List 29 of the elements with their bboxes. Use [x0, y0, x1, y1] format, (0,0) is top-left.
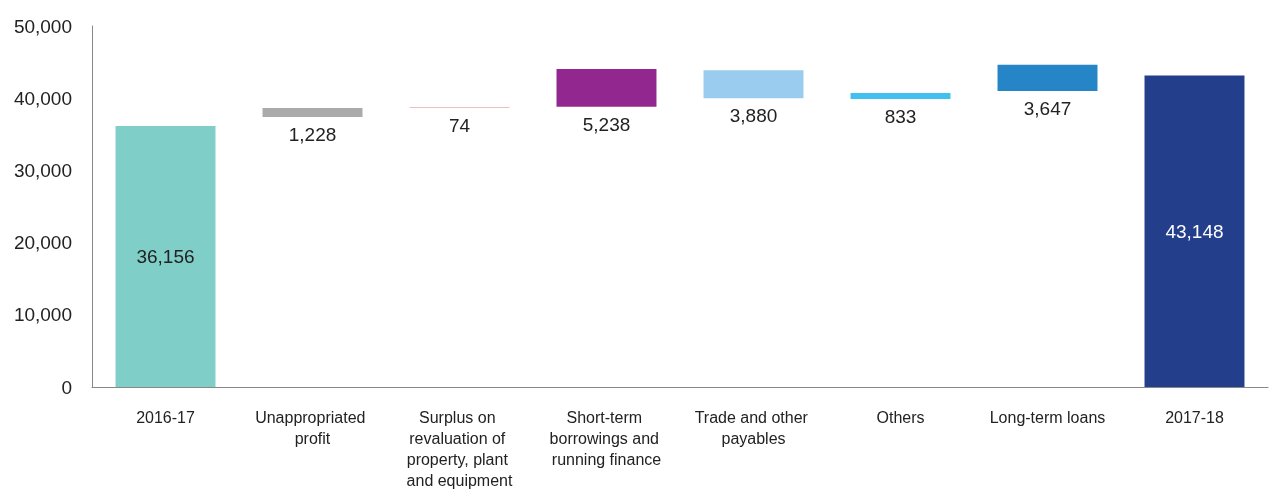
- bar: [850, 92, 951, 99]
- y-tick-label: 20,000: [13, 232, 72, 254]
- x-tick-label: 2017-18: [1165, 409, 1224, 426]
- x-tick-label: Others: [876, 409, 925, 426]
- x-tick-label: Surplus on revaluation of property, plant and equipment: [406, 409, 513, 489]
- y-tick-label: 0: [61, 376, 72, 398]
- x-tick-label: Unappropriated profit: [255, 409, 370, 447]
- bar: [703, 70, 804, 99]
- data-label: 1,228: [288, 123, 337, 145]
- data-label: 833: [884, 105, 917, 127]
- bar: [1144, 75, 1245, 387]
- data-label: 36,156: [136, 245, 195, 267]
- data-label: 43,148: [1165, 220, 1224, 242]
- y-tick-label: 10,000: [13, 304, 72, 326]
- x-tick-label: 2016-17: [136, 409, 195, 426]
- bar: [262, 108, 363, 117]
- x-tick-label: Long-term loans: [989, 409, 1106, 426]
- bar: [115, 125, 216, 387]
- x-tick-label: Trade and other payables: [694, 409, 813, 447]
- data-label: 74: [448, 114, 471, 136]
- x-tick-label: Short-term borrowings and running finance: [549, 409, 664, 468]
- bar: [997, 64, 1098, 91]
- y-tick-label: 30,000: [13, 159, 72, 181]
- data-label: 3,647: [1023, 97, 1072, 119]
- data-label: 5,238: [582, 113, 631, 135]
- data-label: 3,880: [729, 105, 778, 127]
- y-tick-label: 40,000: [13, 87, 72, 109]
- bar: [556, 69, 657, 107]
- y-tick-label: 50,000: [13, 15, 72, 37]
